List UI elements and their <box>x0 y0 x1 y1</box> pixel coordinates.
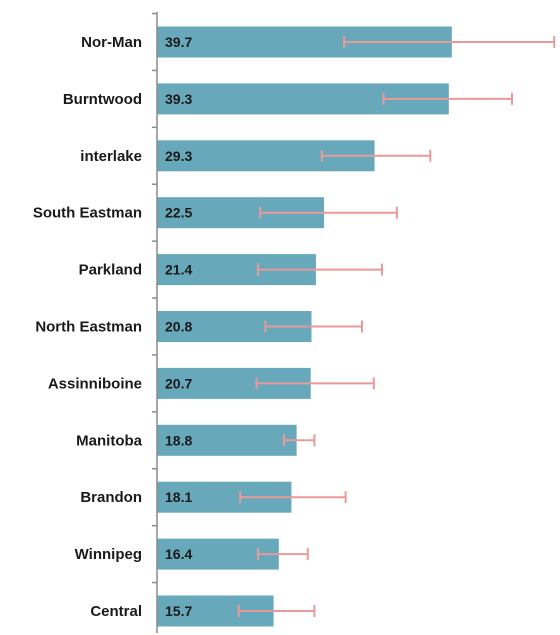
category-axis <box>152 12 158 633</box>
data-label: 18.8 <box>165 432 192 448</box>
category-label: Winnipeg <box>75 546 142 563</box>
category-label: Manitoba <box>76 432 142 449</box>
data-label: 18.1 <box>165 489 192 505</box>
category-label: Parkland <box>79 262 142 279</box>
data-label: 22.5 <box>165 205 192 221</box>
category-label: Central <box>90 603 142 620</box>
data-label: 21.4 <box>165 262 192 278</box>
data-label: 20.8 <box>165 319 192 335</box>
category-label: South Eastman <box>33 205 142 222</box>
category-label: Burntwood <box>63 91 142 108</box>
data-label: 16.4 <box>165 546 192 562</box>
labels-layer: Nor-Man 39.7 Burntwood 39.3 interlake 29.3 Sou… <box>33 34 193 620</box>
data-label: 39.7 <box>165 34 192 50</box>
data-label: 39.3 <box>165 91 192 107</box>
category-label: North Eastman <box>35 319 142 336</box>
category-label: Assinniboine <box>48 375 142 392</box>
data-label: 15.7 <box>165 603 192 619</box>
category-label: Nor-Man <box>81 34 142 51</box>
data-label: 20.7 <box>165 375 192 391</box>
category-label: interlake <box>80 148 142 165</box>
error-bars-layer <box>237 36 556 617</box>
data-label: 29.3 <box>165 148 192 164</box>
bar <box>157 424 297 456</box>
category-label: Brandon <box>80 489 142 506</box>
